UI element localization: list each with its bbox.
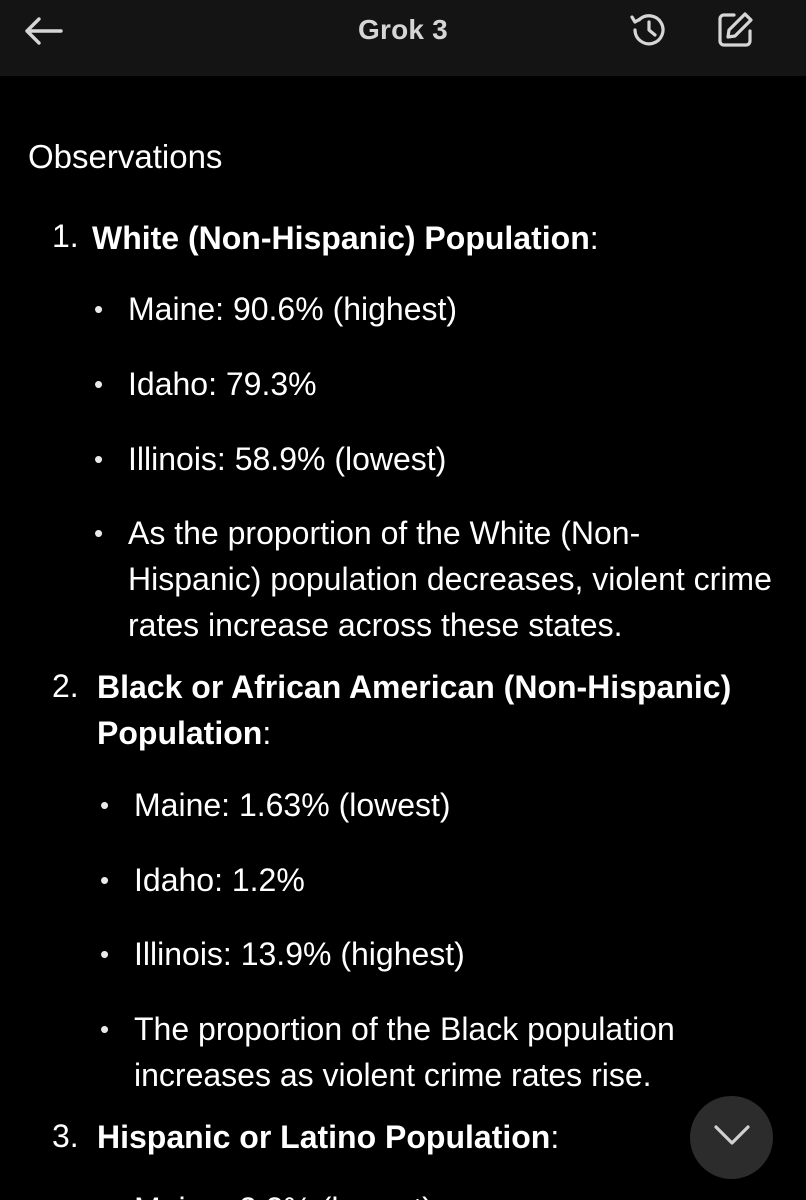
chat-message: Observations 1. White (Non-Hispanic) Pop… bbox=[0, 76, 806, 1200]
list-item: • Maine: 1.63% (lowest) bbox=[100, 782, 789, 828]
bullet-icon: • bbox=[100, 1186, 109, 1200]
section-title-suffix: : bbox=[550, 1119, 560, 1155]
bullet-icon: • bbox=[94, 294, 104, 324]
section-title-text: White (Non-Hispanic) Population bbox=[92, 220, 590, 256]
list-item: • Idaho: 1.2% bbox=[100, 857, 789, 903]
list-item-text: Idaho: 79.3% bbox=[128, 366, 317, 402]
bullet-icon: • bbox=[94, 369, 104, 399]
list-item: • Maine: 90.6% (highest) bbox=[94, 286, 788, 332]
section-heading: Observations bbox=[28, 138, 223, 175]
list-item-text: Illinois: 13.9% (highest) bbox=[134, 936, 465, 972]
section-title-text: Hispanic or Latino Population bbox=[97, 1119, 551, 1155]
list-item: • Illinois: 58.9% (lowest) bbox=[94, 436, 788, 482]
section-title-text: Black or African American (Non-Hispanic)… bbox=[97, 669, 732, 751]
back-button[interactable] bbox=[18, 10, 68, 56]
history-button[interactable] bbox=[624, 8, 674, 56]
list-item-text: As the proportion of the White (Non-Hisp… bbox=[128, 515, 772, 643]
list-item-text: Maine: 2.2% (lowest) bbox=[134, 1191, 433, 1200]
bullet-icon: • bbox=[94, 518, 104, 548]
new-chat-button[interactable] bbox=[710, 8, 760, 56]
section-title: Black or African American (Non-Hispanic)… bbox=[97, 664, 787, 756]
list-item-text: Idaho: 1.2% bbox=[134, 862, 305, 898]
bullet-icon: • bbox=[100, 939, 110, 969]
edit-icon bbox=[714, 9, 756, 56]
list-item-text: Maine: 90.6% (highest) bbox=[128, 291, 458, 327]
list-number: 2. bbox=[52, 668, 79, 704]
list-item: • Maine: 2.2% (lowest) bbox=[100, 1186, 789, 1200]
bullet-icon: • bbox=[100, 790, 110, 820]
list-item: • As the proportion of the White (Non-His… bbox=[94, 510, 773, 648]
bullet-icon: • bbox=[100, 865, 110, 895]
list-item: • Idaho: 79.3% bbox=[94, 361, 788, 407]
page-title: Grok 3 bbox=[358, 14, 448, 45]
scroll-down-button[interactable] bbox=[690, 1096, 773, 1179]
list-item: • The proportion of the Black population … bbox=[100, 1006, 754, 1098]
section-title: White (Non-Hispanic) Population: bbox=[92, 215, 782, 261]
bullet-icon: • bbox=[100, 1014, 110, 1044]
section-title: Hispanic or Latino Population: bbox=[97, 1114, 697, 1160]
arrow-left-icon bbox=[23, 16, 63, 51]
list-item-text: The proportion of the Black population i… bbox=[134, 1011, 675, 1093]
list-item: • Illinois: 13.9% (highest) bbox=[100, 931, 789, 977]
section-title-suffix: : bbox=[262, 715, 272, 751]
list-number: 3. bbox=[52, 1118, 79, 1154]
section-title-suffix: : bbox=[589, 220, 599, 256]
list-item-text: Illinois: 58.9% (lowest) bbox=[128, 441, 447, 477]
top-bar: Grok 3 bbox=[0, 0, 806, 76]
chevron-down-icon bbox=[712, 1123, 752, 1152]
history-icon bbox=[628, 9, 670, 56]
list-item-text: Maine: 1.63% (lowest) bbox=[134, 787, 451, 823]
bullet-icon: • bbox=[94, 444, 104, 474]
list-number: 1. bbox=[52, 218, 79, 254]
